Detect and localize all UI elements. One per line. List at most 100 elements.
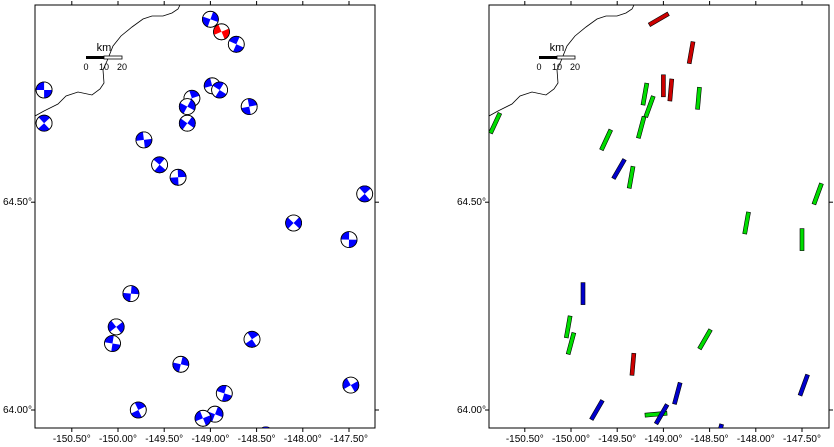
left-scale-tick-0: 0 <box>83 62 88 72</box>
stress-axis-bar <box>636 115 647 139</box>
focal-mechanism-compressional-quadrant <box>202 11 219 27</box>
focal-mechanism-rim <box>201 10 219 28</box>
stress-axis-bar-body <box>640 82 650 106</box>
focal-mechanism-compressional-quadrant <box>179 116 196 130</box>
focal-mechanism <box>240 98 258 115</box>
focal-mechanism-compressional-quadrant <box>172 356 189 373</box>
focal-mechanism-compressional-quadrant <box>131 402 146 418</box>
left-x-axis: -150.50° -150.00° -149.50° -149.00° -148.50°… <box>53 1 368 445</box>
focal-mechanism-rim <box>194 409 212 427</box>
right-scale-bar-segment <box>556 55 576 60</box>
left-scale-tick-10: 10 <box>99 62 109 72</box>
stress-axis-bar <box>565 331 577 356</box>
right-x-tick-label: -148.00° <box>737 434 775 445</box>
right-scale-tick-10: 10 <box>552 62 562 72</box>
left-x-tick-label: -149.00° <box>191 434 229 445</box>
left-map-frame <box>34 4 376 429</box>
focal-mechanism-rim <box>213 23 230 41</box>
stress-axis-bar-body <box>695 86 702 110</box>
left-scale-bar-segment <box>86 56 104 59</box>
focal-mechanism <box>178 98 196 115</box>
right-scale-tick-0: 0 <box>536 62 541 72</box>
stress-axis-bar-body <box>565 331 577 356</box>
stress-axis-bar <box>626 165 636 189</box>
stress-axis-bar-body <box>589 399 605 421</box>
focal-mechanism <box>213 23 230 41</box>
focal-mechanism-rim <box>211 81 229 99</box>
left-scale-unit: km <box>97 42 112 54</box>
focal-mechanism-compressional-quadrant <box>358 185 371 202</box>
left-x-tick-label: -150.00° <box>99 434 137 445</box>
stress-axis-bar <box>599 128 613 152</box>
stress-axis-bar-body <box>647 11 670 27</box>
focal-mechanism-rim <box>340 231 358 249</box>
focal-mechanism-rim <box>172 355 190 373</box>
stress-axis-bar-body <box>742 211 751 235</box>
stress-axis-bar-body <box>563 315 573 339</box>
right-y-tick-label: 64.50° <box>457 197 486 208</box>
stress-axis-bar-body <box>580 282 586 305</box>
stress-axis-bar <box>697 328 713 351</box>
focal-mechanism <box>342 376 360 394</box>
right-scale-unit: km <box>550 42 565 54</box>
focal-mechanism-compressional-quadrant <box>216 385 232 402</box>
left-panel: km 0 10 20 -150.50° -150.00° -149.50° -149.… <box>3 0 379 445</box>
right-scale-tick-20: 20 <box>570 62 580 72</box>
focal-mechanism <box>172 355 190 373</box>
focal-mechanism-compressional-quadrant <box>213 24 230 40</box>
focal-mechanism-rim <box>342 376 360 394</box>
focal-mechanism-rim <box>215 384 233 402</box>
stress-axis-bar-body <box>697 328 713 351</box>
left-x-tick-label: -150.50° <box>53 434 91 445</box>
right-map-frame <box>488 4 830 429</box>
focal-mechanism-compressional-quadrant <box>285 217 302 229</box>
focal-mechanism-compressional-quadrant <box>104 335 121 352</box>
right-y-axis: 64.00°64.50°65.00°65.50° <box>457 0 833 416</box>
focal-mechanism <box>211 81 229 99</box>
focal-mechanisms <box>35 10 374 428</box>
stress-axis-bar <box>672 381 683 405</box>
focal-mechanism-rim <box>35 81 53 99</box>
focal-mechanism-compressional-quadrant <box>241 98 258 115</box>
focal-mechanism <box>227 35 245 53</box>
focal-mechanism <box>122 285 140 303</box>
focal-mechanism-compressional-quadrant <box>153 156 166 173</box>
left-y-axis: 64.00°64.50°65.00°65.50° <box>3 0 379 416</box>
focal-mechanism <box>340 231 358 249</box>
focal-mechanism-rim <box>227 35 245 53</box>
stress-axis-bar <box>742 211 751 235</box>
focal-mechanism-compressional-quadrant <box>122 285 139 302</box>
right-x-tick-label: -148.50° <box>691 434 729 445</box>
stress-axis-bar <box>797 373 810 397</box>
focal-mechanism-rim <box>240 98 258 115</box>
left-x-tick-label: -148.00° <box>284 434 322 445</box>
stress-axis-bar <box>611 158 627 180</box>
focal-mechanism <box>129 401 147 419</box>
focal-mechanism-rim <box>178 98 196 115</box>
focal-mechanism <box>135 131 153 149</box>
stress-axis-bar <box>811 182 824 206</box>
focal-mechanism <box>35 114 53 132</box>
focal-mechanism-compressional-quadrant <box>212 82 227 98</box>
focal-mechanism-rim <box>135 131 153 149</box>
stress-axis-bar <box>589 399 605 421</box>
stress-axis-bar <box>640 82 650 106</box>
stress-axis-bar <box>667 78 675 102</box>
focal-mechanism-compressional-quadrant <box>38 115 50 132</box>
stress-axis-bar-body <box>599 128 613 152</box>
focal-mechanism-rim <box>178 114 196 132</box>
focal-mechanism <box>194 409 212 427</box>
focal-mechanism <box>178 114 196 132</box>
focal-mechanism <box>215 384 233 402</box>
focal-mechanism-rim <box>122 285 140 303</box>
left-scale-bar: km 0 10 20 <box>83 42 127 72</box>
left-coastline <box>35 5 181 117</box>
focal-mechanism <box>169 168 187 186</box>
focal-mechanism-compressional-quadrant <box>179 99 196 114</box>
stress-axis-bar-body <box>672 381 683 405</box>
right-x-tick-label: -150.50° <box>506 434 544 445</box>
right-coastline <box>489 5 635 117</box>
left-x-tick-label: -148.50° <box>238 434 276 445</box>
right-x-tick-label: -149.00° <box>644 434 682 445</box>
